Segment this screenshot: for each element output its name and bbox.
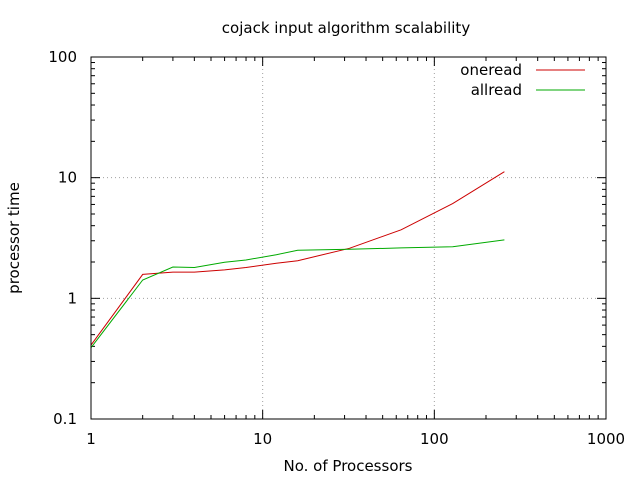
legend: oneread allread [460, 61, 585, 99]
x-axis-label: No. of Processors [284, 457, 413, 475]
chart-title: cojack input algorithm scalability [222, 19, 471, 37]
legend-label-allread: allread [471, 81, 522, 99]
axis-ticks: 1 10 100 1000 0.1 1 10 100 [48, 48, 625, 448]
y-tick-label: 0.1 [53, 410, 77, 428]
y-tick-label: 10 [58, 169, 77, 187]
grid [91, 57, 606, 419]
y-axis-label: processor time [5, 182, 23, 294]
series-line-oneread [90, 171, 505, 346]
x-tick-label: 100 [420, 430, 449, 448]
x-tick-label: 10 [253, 430, 272, 448]
x-tick-label: 1000 [587, 430, 625, 448]
series-line-allread [90, 239, 505, 349]
legend-label-oneread: oneread [460, 61, 522, 79]
y-tick-label: 1 [67, 289, 77, 307]
plot-frame [90, 56, 607, 420]
y-tick-label: 100 [48, 48, 77, 66]
plot-series [90, 171, 505, 349]
x-tick-label: 1 [86, 430, 96, 448]
